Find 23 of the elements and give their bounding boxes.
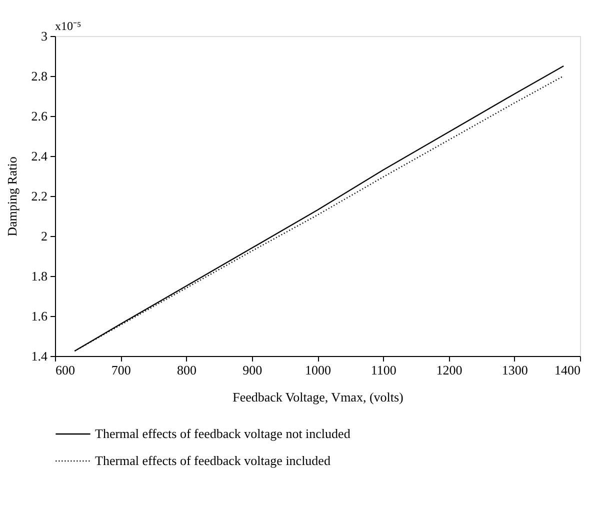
y-tick-label: 2 (41, 228, 48, 244)
y-tick-label: 1.6 (31, 308, 48, 324)
text: x10⁻⁵ (55, 19, 82, 33)
y-axis-title: Damping Ratio (4, 156, 20, 236)
legend-label: Thermal effects of feedback voltage not included (95, 426, 351, 441)
y-tick-label: 2.4 (31, 148, 48, 164)
y-tick-label: 2.2 (31, 188, 48, 204)
x-tick-label: 1400 (554, 362, 580, 378)
y-tick-label: 2.8 (31, 68, 48, 84)
x-axis-title: Feedback Voltage, Vmax, (volts) (232, 390, 404, 404)
x-tick-label: 700 (111, 362, 131, 378)
y-tick-label: 1.8 (31, 268, 48, 284)
legend-label: Thermal effects of feedback voltage included (95, 453, 331, 468)
x-tick-label: 1000 (305, 362, 331, 378)
x-tick-label: 600 (56, 362, 75, 378)
y-tick-label: 2.6 (31, 108, 48, 124)
y-tick-label: 1.4 (31, 348, 48, 364)
x-tick-label: 900 (242, 362, 262, 378)
x-tick-label: 1300 (502, 362, 528, 378)
x-tick-label: 800 (177, 362, 196, 378)
y-tick-label: 3 (41, 28, 48, 44)
x-tick-label: 1100 (370, 362, 396, 378)
x-tick-label: 1200 (436, 362, 462, 378)
